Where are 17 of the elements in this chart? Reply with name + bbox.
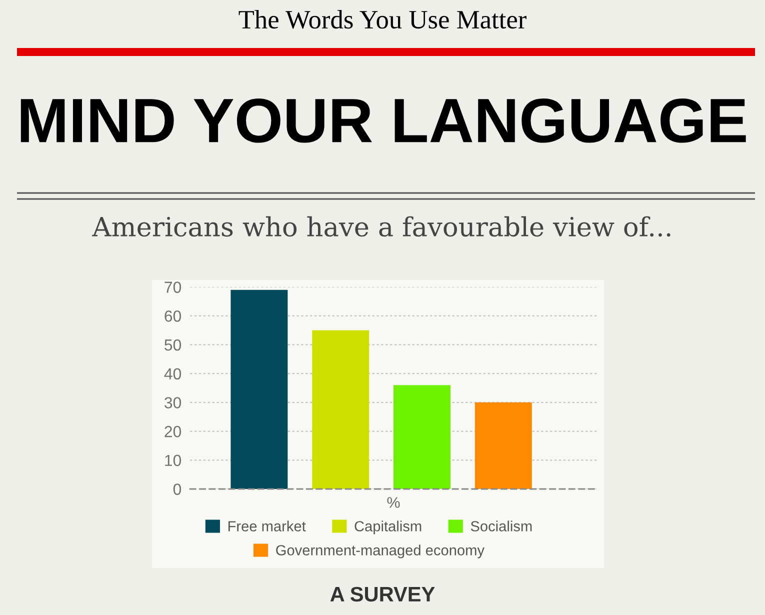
y-tick-label: 50 — [164, 339, 182, 351]
legend-label: Socialism — [470, 520, 532, 532]
y-tick-label: 0 — [173, 484, 182, 495]
y-tick-label: 20 — [164, 426, 182, 438]
y-tick-label: 30 — [164, 397, 182, 408]
y-tick-label: 70 — [164, 282, 182, 293]
chart-title: MIND YOUR LANGUAGE — [20, 98, 746, 143]
text: The Words You Use Matter — [238, 10, 526, 29]
text: A SURVEY — [330, 586, 435, 602]
legend-label: Government-managed economy — [276, 544, 484, 558]
y-tick-label: 10 — [165, 454, 182, 466]
legend-label: Capitalism — [354, 520, 422, 534]
legend-label: Free market — [228, 520, 306, 532]
y-tick-label: 40 — [164, 368, 182, 380]
chart-subtitle: Americans who have a favourable view of... — [92, 216, 670, 237]
x-axis-title: % — [387, 497, 400, 508]
y-tick-label: 60 — [164, 310, 182, 322]
